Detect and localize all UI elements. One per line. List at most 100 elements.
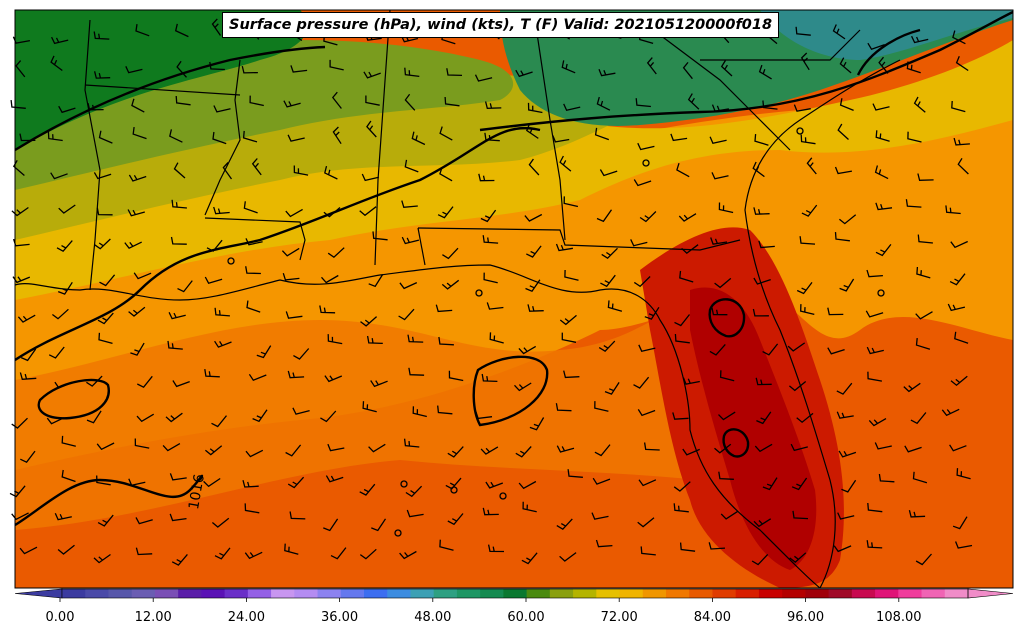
wind-barb xyxy=(251,158,262,176)
colorbar-swatch xyxy=(387,589,411,598)
wind-barb xyxy=(57,544,75,555)
wind-barb xyxy=(47,131,63,142)
wind-barb xyxy=(242,130,258,143)
wind-barb xyxy=(366,335,383,345)
wind-barb xyxy=(171,553,188,566)
wind-barb xyxy=(214,307,230,317)
wind-barb xyxy=(204,445,223,456)
wind-barb xyxy=(137,375,153,389)
station-marker xyxy=(394,529,402,537)
wind-barb xyxy=(711,104,730,112)
wind-barb xyxy=(637,517,655,528)
isobars xyxy=(15,10,1013,527)
wind-barb xyxy=(481,373,498,383)
wind-barb xyxy=(594,127,610,141)
wind-barb xyxy=(711,172,729,180)
wind-barb xyxy=(480,446,499,455)
wind-barb xyxy=(596,96,611,111)
wind-barb xyxy=(912,471,928,484)
wind-barb xyxy=(872,103,890,111)
wind-barb xyxy=(592,477,611,485)
wind-barb xyxy=(515,446,532,458)
wind-barb xyxy=(841,479,857,493)
wind-barb xyxy=(643,442,660,451)
wind-barb xyxy=(945,205,961,215)
wind-barb xyxy=(868,418,887,427)
colorbar-extend-high xyxy=(967,588,1014,599)
wind-barb xyxy=(514,382,532,392)
wind-barb xyxy=(211,18,222,36)
wind-barb xyxy=(596,209,613,223)
isobar-middle xyxy=(15,126,541,361)
wind-barb xyxy=(915,553,932,566)
wind-barb xyxy=(561,332,577,343)
colorbar-swatch xyxy=(596,589,621,598)
wind-barb xyxy=(874,442,892,450)
wind-barb xyxy=(256,345,272,359)
colorbar-swatch xyxy=(549,589,574,598)
wind-barb xyxy=(567,469,583,478)
wind-barb xyxy=(442,247,459,260)
wind-barb xyxy=(607,300,623,312)
wind-barb xyxy=(687,93,700,110)
wind-barb xyxy=(132,127,147,140)
wind-barb xyxy=(594,444,611,457)
wind-barb xyxy=(787,342,806,352)
wind-barb xyxy=(289,511,306,520)
colorbar-swatch xyxy=(271,589,295,598)
wind-barb xyxy=(11,417,28,429)
wind-barb xyxy=(709,343,726,356)
colorbar-swatch xyxy=(735,589,760,598)
wind-barb xyxy=(595,539,613,548)
wind-barb xyxy=(323,518,339,532)
wind-barb xyxy=(330,547,347,560)
wind-barb xyxy=(800,304,815,316)
colorbar-swatch xyxy=(224,589,249,598)
wind-barb xyxy=(172,380,190,388)
wind-barb xyxy=(287,476,305,489)
wind-barb xyxy=(556,518,573,531)
wind-barb xyxy=(437,405,453,415)
wind-barb xyxy=(630,239,648,247)
wind-barb xyxy=(952,30,966,45)
wind-barb xyxy=(908,510,926,518)
wind-barb xyxy=(209,61,225,71)
wind-barb xyxy=(332,126,342,145)
wind-barb xyxy=(638,344,656,352)
wind-barb xyxy=(204,368,220,378)
map-frame xyxy=(14,9,1014,589)
wind-barb xyxy=(292,407,310,415)
wind-barb xyxy=(293,165,309,176)
colorbar-swatch xyxy=(247,589,272,598)
wind-barb xyxy=(911,35,929,44)
wind-barb xyxy=(600,274,616,288)
wind-barb xyxy=(947,303,966,312)
wind-barb xyxy=(293,348,310,360)
wind-barb xyxy=(674,333,690,344)
wind-barb xyxy=(795,26,811,36)
wind-barb xyxy=(866,346,884,355)
wind-barb xyxy=(875,130,890,142)
boundary-florida-panhandle xyxy=(417,227,741,251)
wind-barb xyxy=(679,542,696,552)
wind-barb xyxy=(839,57,852,74)
colorbar: 0.00 12.00 24.00 36.00 48.00 60.00 72.00 84.00 9… xyxy=(14,588,1014,625)
colorbar-swatch xyxy=(666,589,690,598)
colorbar-swatch xyxy=(712,589,737,598)
isobar-loop-west xyxy=(37,378,110,420)
wind-barb xyxy=(12,159,25,176)
wind-barb xyxy=(637,409,656,417)
wind-barb xyxy=(359,483,376,496)
wind-barb xyxy=(399,282,418,290)
stations xyxy=(227,127,885,537)
wind-barb xyxy=(710,237,728,245)
wind-barb xyxy=(222,162,233,180)
wind-barb xyxy=(54,512,72,521)
wind-barb xyxy=(19,133,36,142)
wind-barb xyxy=(638,479,657,487)
wind-barb xyxy=(93,71,111,79)
coastline-atlantic xyxy=(744,59,901,588)
wind-barb xyxy=(954,331,969,344)
wind-barb xyxy=(86,375,103,387)
wind-barb xyxy=(11,512,29,521)
